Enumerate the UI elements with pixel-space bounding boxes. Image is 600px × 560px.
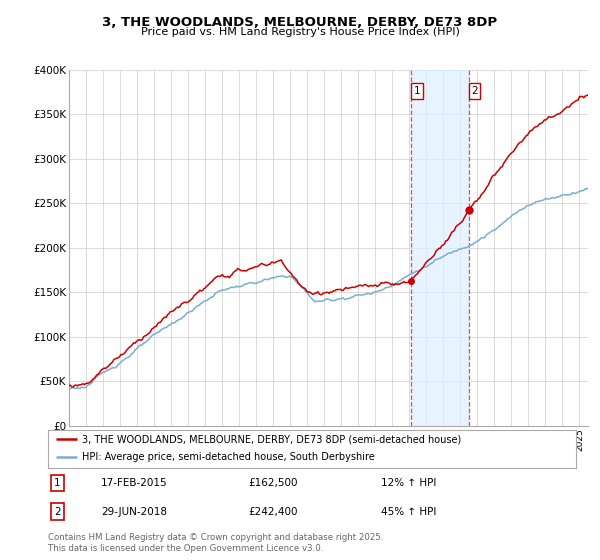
Text: 3, THE WOODLANDS, MELBOURNE, DERBY, DE73 8DP: 3, THE WOODLANDS, MELBOURNE, DERBY, DE73… (103, 16, 497, 29)
Text: £242,400: £242,400 (248, 507, 298, 516)
Text: £162,500: £162,500 (248, 478, 298, 488)
Text: 29-JUN-2018: 29-JUN-2018 (101, 507, 167, 516)
Text: 45% ↑ HPI: 45% ↑ HPI (380, 507, 436, 516)
Text: 2: 2 (471, 86, 478, 96)
Text: 1: 1 (414, 86, 421, 96)
Text: 2: 2 (54, 507, 61, 516)
Text: 12% ↑ HPI: 12% ↑ HPI (380, 478, 436, 488)
Text: Price paid vs. HM Land Registry's House Price Index (HPI): Price paid vs. HM Land Registry's House … (140, 27, 460, 37)
Text: 1: 1 (54, 478, 61, 488)
Text: Contains HM Land Registry data © Crown copyright and database right 2025.
This d: Contains HM Land Registry data © Crown c… (48, 533, 383, 553)
Text: HPI: Average price, semi-detached house, South Derbyshire: HPI: Average price, semi-detached house,… (82, 452, 375, 462)
Text: 3, THE WOODLANDS, MELBOURNE, DERBY, DE73 8DP (semi-detached house): 3, THE WOODLANDS, MELBOURNE, DERBY, DE73… (82, 434, 461, 444)
Text: 17-FEB-2015: 17-FEB-2015 (101, 478, 167, 488)
